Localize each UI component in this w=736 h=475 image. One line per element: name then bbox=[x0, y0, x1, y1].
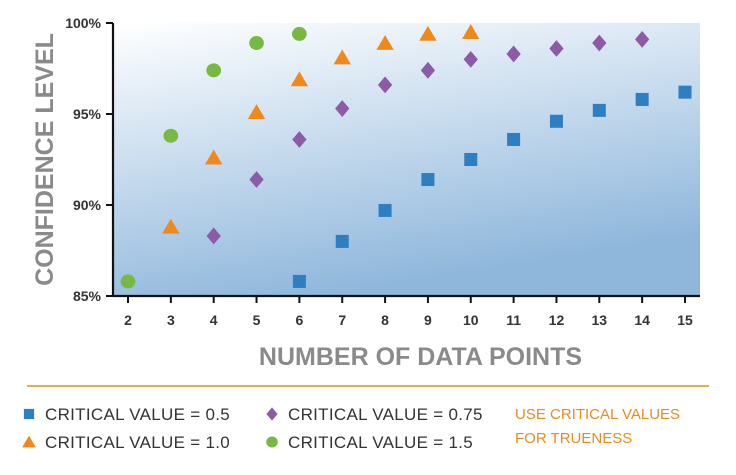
legend: CRITICAL VALUE = 0.5 CRITICAL VALUE = 0.7… bbox=[22, 405, 482, 452]
data-point-circle bbox=[249, 36, 264, 51]
legend-item: CRITICAL VALUE = 0.75 bbox=[266, 405, 482, 424]
data-point-circle bbox=[206, 63, 222, 78]
data-point-square bbox=[592, 103, 606, 117]
data-point-triangle bbox=[290, 71, 309, 87]
data-point-triangle bbox=[462, 24, 480, 39]
x-tick-label: 3 bbox=[167, 312, 175, 328]
data-points bbox=[120, 24, 692, 289]
legend-label: CRITICAL VALUE = 1.5 bbox=[288, 433, 473, 452]
x-tick-label: 4 bbox=[210, 312, 218, 328]
legend-item: CRITICAL VALUE = 0.5 bbox=[23, 405, 230, 424]
data-point-triangle bbox=[162, 218, 180, 234]
data-point-circle bbox=[120, 274, 136, 289]
data-point-triangle bbox=[247, 104, 266, 120]
x-axis-ticks: 2 3 4 5 6 7 8 9 10 11 12 13 14 15 bbox=[124, 296, 693, 328]
data-point-diamond bbox=[377, 76, 393, 94]
data-point-diamond bbox=[635, 30, 650, 48]
data-point-diamond bbox=[206, 227, 221, 245]
legend-marker-diamond bbox=[266, 407, 278, 421]
annotation: USE CRITICAL VALUES FOR TRUENESS bbox=[515, 406, 680, 447]
x-tick-label: 12 bbox=[549, 312, 565, 328]
plot-area bbox=[113, 23, 700, 296]
x-axis-title: NUMBER OF DATA POINTS bbox=[259, 343, 582, 371]
data-point-square bbox=[421, 173, 435, 187]
x-tick-label: 10 bbox=[463, 312, 479, 328]
x-tick-label: 9 bbox=[424, 312, 432, 328]
data-point-square bbox=[507, 132, 521, 146]
data-point-square bbox=[292, 274, 306, 288]
data-point-diamond bbox=[549, 40, 564, 57]
legend-item: CRITICAL VALUE = 1.5 bbox=[266, 433, 473, 452]
legend-marker-circle bbox=[266, 436, 278, 448]
data-point-diamond bbox=[292, 131, 307, 148]
data-point-circle bbox=[292, 26, 307, 41]
legend-marker-square bbox=[23, 408, 35, 420]
x-tick-label: 15 bbox=[677, 312, 693, 328]
x-tick-label: 2 bbox=[124, 312, 132, 328]
legend-label: CRITICAL VALUE = 1.0 bbox=[45, 433, 230, 452]
x-tick-label: 11 bbox=[506, 312, 521, 328]
y-tick-label: 100% bbox=[65, 15, 101, 31]
legend-label: CRITICAL VALUE = 0.75 bbox=[288, 405, 483, 424]
y-tick-label: 85% bbox=[73, 288, 102, 304]
legend-marker-triangle bbox=[22, 435, 36, 448]
legend-item: CRITICAL VALUE = 1.0 bbox=[22, 433, 230, 452]
data-point-diamond bbox=[592, 34, 607, 52]
data-point-square bbox=[464, 152, 478, 167]
y-axis-ticks: 100% 95% 90% 85% bbox=[65, 15, 113, 304]
data-point-square bbox=[335, 234, 349, 248]
data-point-triangle bbox=[333, 49, 351, 65]
y-tick-label: 90% bbox=[73, 197, 102, 213]
data-point-square bbox=[378, 203, 392, 217]
data-point-square bbox=[678, 85, 692, 99]
data-point-diamond bbox=[335, 100, 350, 117]
data-point-diamond bbox=[506, 45, 521, 63]
annotation-line: USE CRITICAL VALUES bbox=[515, 406, 680, 423]
data-point-diamond bbox=[249, 171, 264, 188]
y-axis-title: CONFIDENCE LEVEL bbox=[31, 33, 59, 286]
data-point-triangle bbox=[204, 149, 223, 165]
data-point-circle bbox=[163, 128, 179, 143]
data-point-square bbox=[549, 114, 563, 128]
x-tick-label: 13 bbox=[592, 312, 608, 328]
x-tick-label: 8 bbox=[381, 312, 389, 328]
annotation-line: FOR TRUENESS bbox=[515, 430, 632, 447]
data-point-diamond bbox=[463, 51, 478, 68]
data-point-square bbox=[635, 92, 649, 106]
x-tick-label: 14 bbox=[634, 312, 650, 328]
x-tick-label: 7 bbox=[338, 312, 346, 328]
legend-label: CRITICAL VALUE = 0.5 bbox=[45, 405, 230, 424]
y-tick-label: 95% bbox=[73, 106, 102, 122]
x-tick-label: 5 bbox=[253, 312, 261, 328]
data-point-triangle bbox=[376, 34, 394, 50]
data-point-triangle bbox=[419, 25, 437, 41]
data-point-diamond bbox=[420, 61, 436, 79]
x-tick-label: 6 bbox=[295, 312, 303, 328]
